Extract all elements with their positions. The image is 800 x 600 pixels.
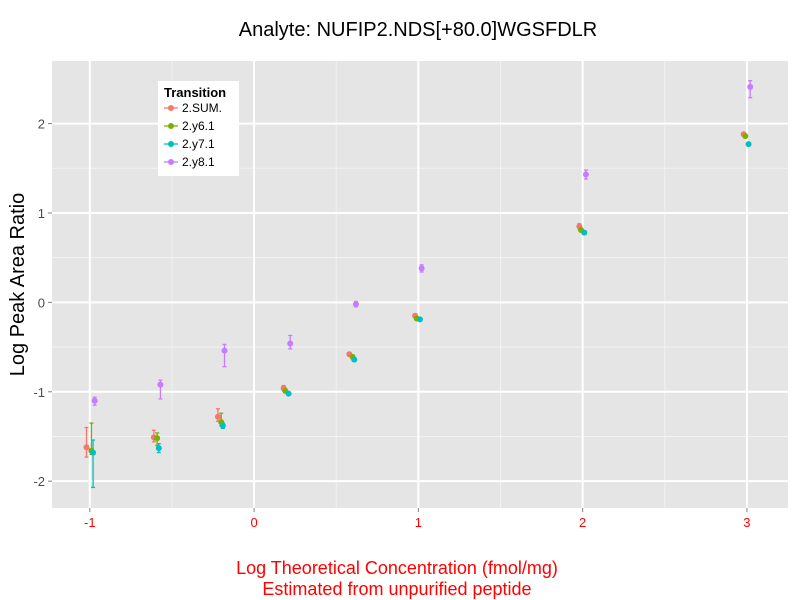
data-point [418, 265, 425, 272]
data-point [214, 413, 221, 420]
x-tick-label: 0 [250, 515, 257, 530]
x-tick-label: 1 [415, 515, 422, 530]
data-point [287, 340, 294, 347]
chart-title: Analyte: NUFIP2.NDS[+80.0]WGSFDLR [239, 19, 597, 41]
data-point [155, 445, 162, 452]
legend-key-point [168, 105, 174, 111]
legend-key-point [168, 159, 174, 165]
y-tick-label: 0 [38, 295, 45, 310]
legend-label: 2.y6.1 [182, 119, 215, 133]
data-point [221, 347, 228, 354]
data-point [83, 444, 90, 451]
legend-label: 2.SUM. [182, 101, 222, 115]
legend-key-point [168, 123, 174, 129]
x-tick-label: 2 [579, 515, 586, 530]
data-point [154, 435, 161, 442]
y-axis-ticks: -2 -1 0 1 2 [33, 117, 52, 489]
x-tick-label: 3 [743, 515, 750, 530]
y-axis-label: Log Peak Area Ratio [7, 193, 29, 376]
legend-label: 2.y8.1 [182, 155, 215, 169]
data-point [581, 229, 588, 236]
y-tick-label: -1 [33, 385, 45, 400]
y-tick-label: 2 [38, 117, 45, 132]
data-point [351, 356, 358, 363]
legend-key-point [168, 141, 174, 147]
x-axis-label-line2: Estimated from unpurified peptide [262, 579, 531, 599]
data-point [742, 133, 749, 140]
data-point [352, 301, 359, 308]
legend-title: Transition [164, 85, 226, 100]
data-point [747, 83, 754, 90]
x-axis-ticks: -1 0 1 2 3 [84, 508, 751, 530]
x-tick-label: -1 [84, 515, 96, 530]
legend: Transition 2.SUM. 2.y6.1 2.y7.1 2.y8.1 [158, 81, 239, 176]
data-point [285, 390, 292, 397]
y-tick-label: 1 [38, 206, 45, 221]
data-point [91, 397, 98, 404]
data-point [745, 141, 752, 148]
data-point [90, 449, 97, 456]
data-point [157, 381, 164, 388]
data-points [83, 83, 754, 456]
data-point [417, 316, 423, 323]
legend-label: 2.y7.1 [182, 137, 215, 151]
x-axis-label-line1: Log Theoretical Concentration (fmol/mg) [236, 558, 558, 578]
data-point [219, 422, 226, 429]
y-tick-label: -2 [33, 474, 45, 489]
data-point [582, 171, 589, 178]
